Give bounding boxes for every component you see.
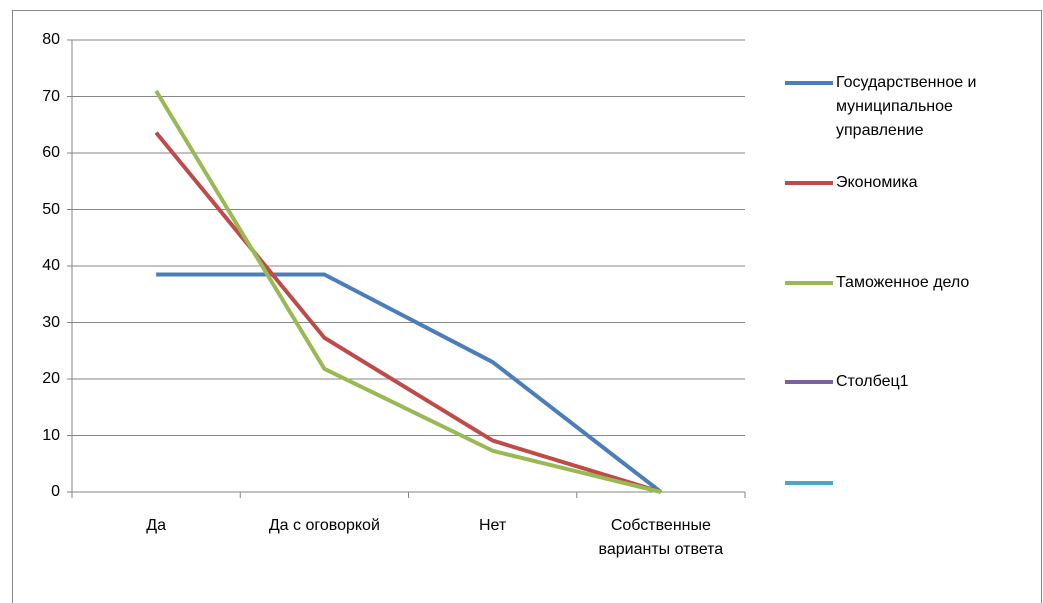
y-tick-label: 10 bbox=[42, 426, 60, 444]
legend-label: Таможенное дело bbox=[836, 274, 970, 291]
x-tick-label: Да bbox=[146, 517, 166, 534]
chart-border bbox=[12, 10, 1042, 603]
series-line bbox=[154, 89, 662, 494]
legend-label: Государственное и муниципальное управлен… bbox=[836, 74, 977, 139]
y-tick-label: 60 bbox=[42, 144, 60, 161]
y-tick-label: 50 bbox=[42, 200, 60, 218]
y-tick-label: 30 bbox=[42, 313, 60, 331]
y-tick-label: 70 bbox=[42, 87, 60, 105]
y-tick-label: 0 bbox=[51, 483, 60, 500]
y-tick-label: 20 bbox=[42, 370, 60, 387]
series-line bbox=[154, 131, 662, 494]
x-tick-label: Собственные варианты ответа bbox=[598, 517, 724, 558]
series-line bbox=[156, 272, 663, 494]
y-tick-label: 40 bbox=[42, 257, 60, 274]
legend-label: Столбец1 bbox=[836, 373, 909, 390]
x-tick-label: Да с оговоркой bbox=[268, 517, 380, 534]
x-tick-label: Нет bbox=[479, 517, 507, 534]
legend-label: Экономика bbox=[836, 174, 918, 191]
y-tick-label: 80 bbox=[42, 31, 60, 48]
